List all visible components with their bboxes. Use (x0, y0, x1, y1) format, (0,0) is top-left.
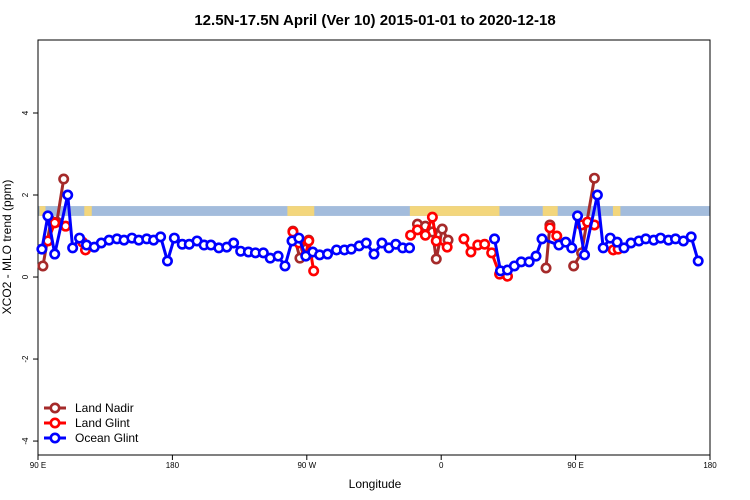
data-point (161, 255, 173, 267)
data-point (376, 237, 388, 249)
legend-label: Ocean Glint (75, 431, 139, 445)
data-point (49, 248, 61, 260)
land-segment (612, 206, 621, 216)
data-point (419, 229, 431, 241)
data-point (536, 233, 548, 245)
data-point (42, 210, 54, 222)
data-point (544, 222, 556, 234)
y-tick-label: -4 (21, 437, 30, 445)
data-point (436, 223, 448, 235)
x-tick-label: 90 W (297, 461, 316, 470)
y-tick-label: -2 (21, 355, 30, 363)
data-point (303, 235, 315, 247)
legend-marker (49, 417, 61, 429)
legend-label: Land Glint (75, 416, 130, 430)
x-tick-label: 0 (439, 461, 444, 470)
data-point (458, 233, 470, 245)
data-point (411, 224, 423, 236)
data-point (579, 249, 591, 261)
data-point (67, 242, 79, 254)
data-point (293, 232, 305, 244)
data-point (572, 210, 584, 222)
data-point (486, 247, 498, 259)
data-point (426, 211, 438, 223)
x-tick-label: 180 (166, 461, 180, 470)
data-point (279, 260, 291, 272)
data-point (430, 253, 442, 265)
data-point (479, 238, 491, 250)
x-axis-label: Longitude (349, 477, 402, 491)
land-segment (409, 206, 500, 216)
y-tick-label: 4 (21, 110, 30, 115)
legend-marker (49, 402, 61, 414)
data-point (62, 189, 74, 201)
land-segment (287, 206, 315, 216)
data-point (685, 231, 697, 243)
data-point (322, 248, 334, 260)
data-point (36, 243, 48, 255)
data-point (37, 260, 49, 272)
x-tick-label: 90 E (30, 461, 46, 470)
data-point (368, 248, 380, 260)
legend-label: Land Nadir (75, 401, 134, 415)
land-segment (84, 206, 92, 216)
data-point (618, 242, 630, 254)
data-point (441, 241, 453, 253)
data-point (257, 247, 269, 259)
data-point (308, 265, 320, 277)
x-tick-label: 180 (703, 461, 717, 470)
data-point (58, 173, 70, 185)
data-point (405, 229, 417, 241)
data-point (465, 246, 477, 258)
data-point (568, 260, 580, 272)
data-point (611, 236, 623, 248)
data-point (551, 230, 563, 242)
data-point (155, 231, 167, 243)
x-tick-label: 90 E (567, 461, 583, 470)
data-point (523, 256, 535, 268)
data-point (540, 262, 552, 274)
y-axis-label: XCO2 - MLO trend (ppm) (0, 180, 14, 315)
data-point (489, 233, 501, 245)
legend-marker (49, 432, 61, 444)
data-point (591, 189, 603, 201)
data-point (49, 217, 61, 229)
y-tick-label: 2 (21, 192, 30, 197)
data-point (272, 250, 284, 262)
data-point (566, 242, 578, 254)
land-segment (39, 206, 46, 216)
data-point (692, 255, 704, 267)
data-point (168, 232, 180, 244)
y-tick-label: 0 (21, 274, 30, 279)
data-point (588, 172, 600, 184)
chart-title: 12.5N-17.5N April (Ver 10) 2015-01-01 to… (194, 12, 555, 29)
data-point (530, 250, 542, 262)
data-point (228, 237, 240, 249)
data-point (404, 242, 416, 254)
data-point (74, 232, 86, 244)
data-point (430, 235, 442, 247)
data-point (360, 237, 372, 249)
ocean-strip (38, 206, 710, 216)
data-point (597, 242, 609, 254)
land-segment (542, 206, 558, 216)
